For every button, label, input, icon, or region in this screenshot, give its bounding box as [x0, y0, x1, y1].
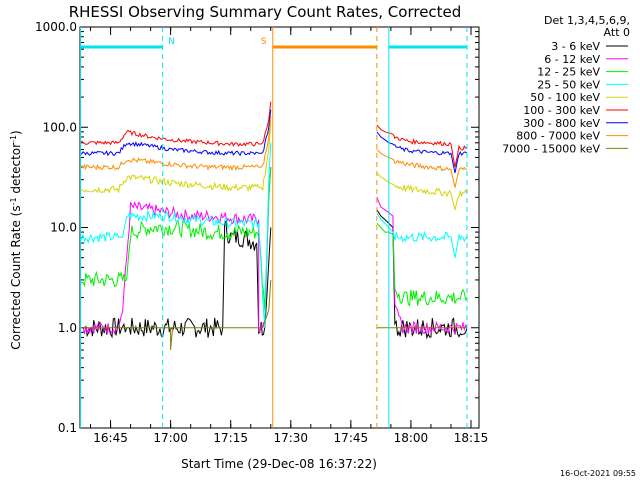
- y-tick-label: 0.1: [58, 421, 77, 435]
- y-tick-label: 1.0: [58, 321, 77, 335]
- y-axis-label-main: Corrected Count Rate (s: [9, 205, 23, 349]
- legend-entry-label: 3 - 6 keV: [551, 40, 600, 53]
- series-line-after-6: [376, 131, 468, 174]
- timestamp: 16-Oct-2021 09:55: [560, 469, 636, 478]
- x-axis-label: Start Time (29-Dec-08 16:37:22): [181, 457, 377, 471]
- y-axis-label: Corrected Count Rate (s-1 detector-1): [9, 130, 24, 349]
- series-line-after-2: [376, 223, 468, 307]
- series-line-8: [80, 279, 272, 351]
- series-line-after-3: [376, 212, 468, 258]
- x-tick-label: 18:15: [454, 431, 489, 445]
- x-tick-label: 17:45: [334, 431, 369, 445]
- legend-header: Det 1,3,4,5,6,9,: [544, 14, 630, 27]
- y-tick-label: 1000.0: [35, 20, 77, 34]
- x-tick-label: 17:30: [273, 431, 308, 445]
- series-line-4: [80, 123, 272, 194]
- y-axis-label-sup1: -1: [9, 197, 18, 205]
- series-line-2: [80, 167, 272, 311]
- legend-entry-label: 300 - 800 keV: [523, 117, 600, 130]
- series-line-after-5: [376, 124, 467, 168]
- y-axis-label-sup2: -1: [9, 135, 18, 143]
- legend-entry-label: 50 - 100 keV: [530, 91, 600, 104]
- annotation-label: N: [168, 37, 175, 47]
- series-line-after-1: [376, 197, 468, 336]
- axis-ticks: 16:45 17:00 17:15 17:30 17:45 18:00 18:15 0.1 1.…: [35, 20, 488, 445]
- y-tick-label: 10.0: [50, 221, 77, 235]
- series-line-after-7: [376, 149, 468, 188]
- x-tick-label: 16:45: [93, 431, 128, 445]
- legend-entry-label: 6 - 12 keV: [544, 53, 600, 66]
- y-axis-label-end: ): [9, 130, 23, 135]
- series-line-0: [80, 220, 272, 339]
- series-line-after-4: [376, 172, 468, 210]
- series-line-3: [80, 142, 272, 328]
- x-tick-label: 17:15: [213, 431, 248, 445]
- series-line-5: [80, 101, 272, 147]
- annotation-label: S: [261, 37, 267, 47]
- series-line-7: [80, 115, 272, 172]
- series-line-6: [80, 109, 272, 157]
- x-tick-label: 17:00: [153, 431, 188, 445]
- plot-frame: [79, 26, 480, 429]
- legend-entry-label: 800 - 7000 keV: [516, 130, 600, 143]
- y-axis-label-mid: detector: [9, 143, 23, 198]
- legend-entry-label: 25 - 50 keV: [537, 78, 600, 91]
- series-line-after-0: [376, 209, 468, 340]
- series-layer: [80, 101, 468, 351]
- y-tick-label: 100.0: [43, 120, 77, 134]
- x-tick-label: 18:00: [394, 431, 429, 445]
- legend-entry-label: 12 - 25 keV: [537, 66, 600, 79]
- legend-header: Att 0: [604, 26, 630, 39]
- chart-title: RHESSI Observing Summary Count Rates, Co…: [69, 3, 462, 21]
- legend-entry-label: 7000 - 15000 keV: [502, 142, 600, 155]
- legend-entry-label: 100 - 300 keV: [523, 104, 600, 117]
- plot-area: [79, 26, 480, 429]
